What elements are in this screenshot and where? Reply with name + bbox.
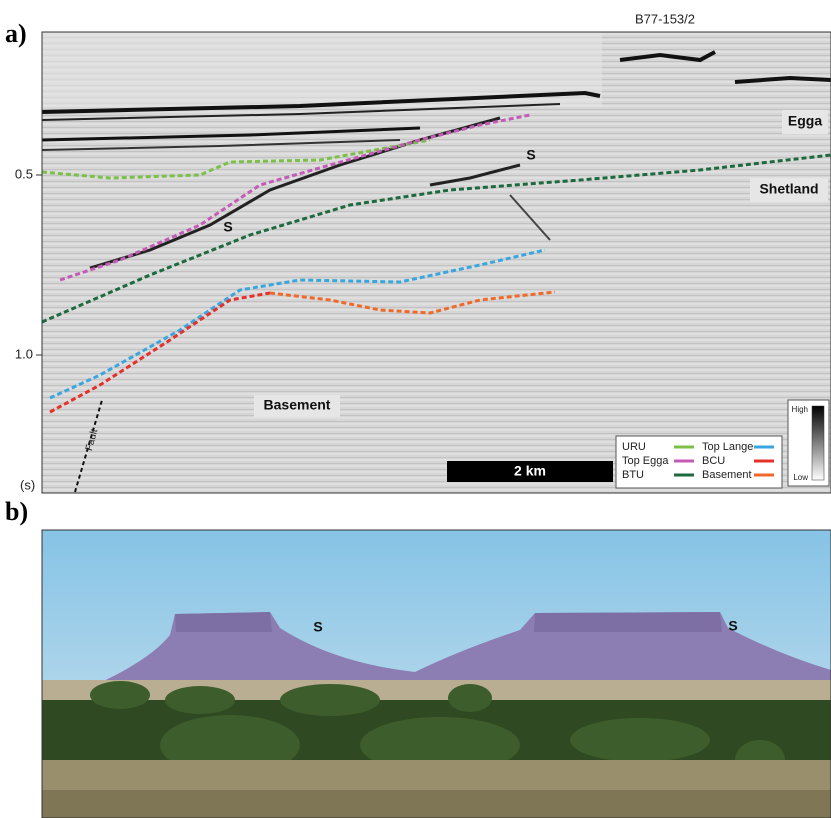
scale-bar bbox=[447, 461, 613, 482]
legend-label: Top Egga bbox=[622, 455, 669, 467]
color-bar-label: High bbox=[792, 405, 808, 414]
color-bar-label: Low bbox=[793, 473, 808, 482]
axis-tick-label: 0.5 bbox=[15, 166, 33, 181]
annotation: S bbox=[313, 619, 322, 635]
annotation: S bbox=[728, 618, 737, 634]
legend-label: BCU bbox=[702, 455, 725, 467]
legend-label: URU bbox=[622, 441, 646, 453]
horizon bbox=[49, 248, 546, 400]
annotation: Shetland bbox=[759, 181, 818, 197]
annotation: S bbox=[223, 219, 232, 235]
annotation: Basement bbox=[264, 397, 331, 413]
seismic-section bbox=[42, 32, 831, 493]
annotation: S bbox=[526, 147, 535, 163]
panel-label: b) bbox=[5, 497, 28, 526]
horizon bbox=[269, 290, 556, 315]
legend-label: BTU bbox=[622, 469, 644, 481]
legend-label: Top Lange bbox=[702, 441, 753, 453]
color-bar bbox=[811, 405, 825, 481]
annotation: Egga bbox=[788, 113, 822, 129]
photograph bbox=[42, 530, 831, 818]
horizon bbox=[42, 153, 831, 324]
section-id: B77-153/2 bbox=[635, 11, 695, 26]
panel-label: a) bbox=[5, 19, 27, 48]
axis-unit: (s) bbox=[20, 477, 35, 492]
horizon bbox=[49, 291, 271, 414]
horizon bbox=[59, 113, 531, 282]
legend-label: Basement bbox=[702, 469, 752, 481]
horizon bbox=[42, 138, 431, 180]
axis-tick-label: 1.0 bbox=[15, 346, 33, 361]
scale-bar-label: 2 km bbox=[514, 463, 546, 479]
